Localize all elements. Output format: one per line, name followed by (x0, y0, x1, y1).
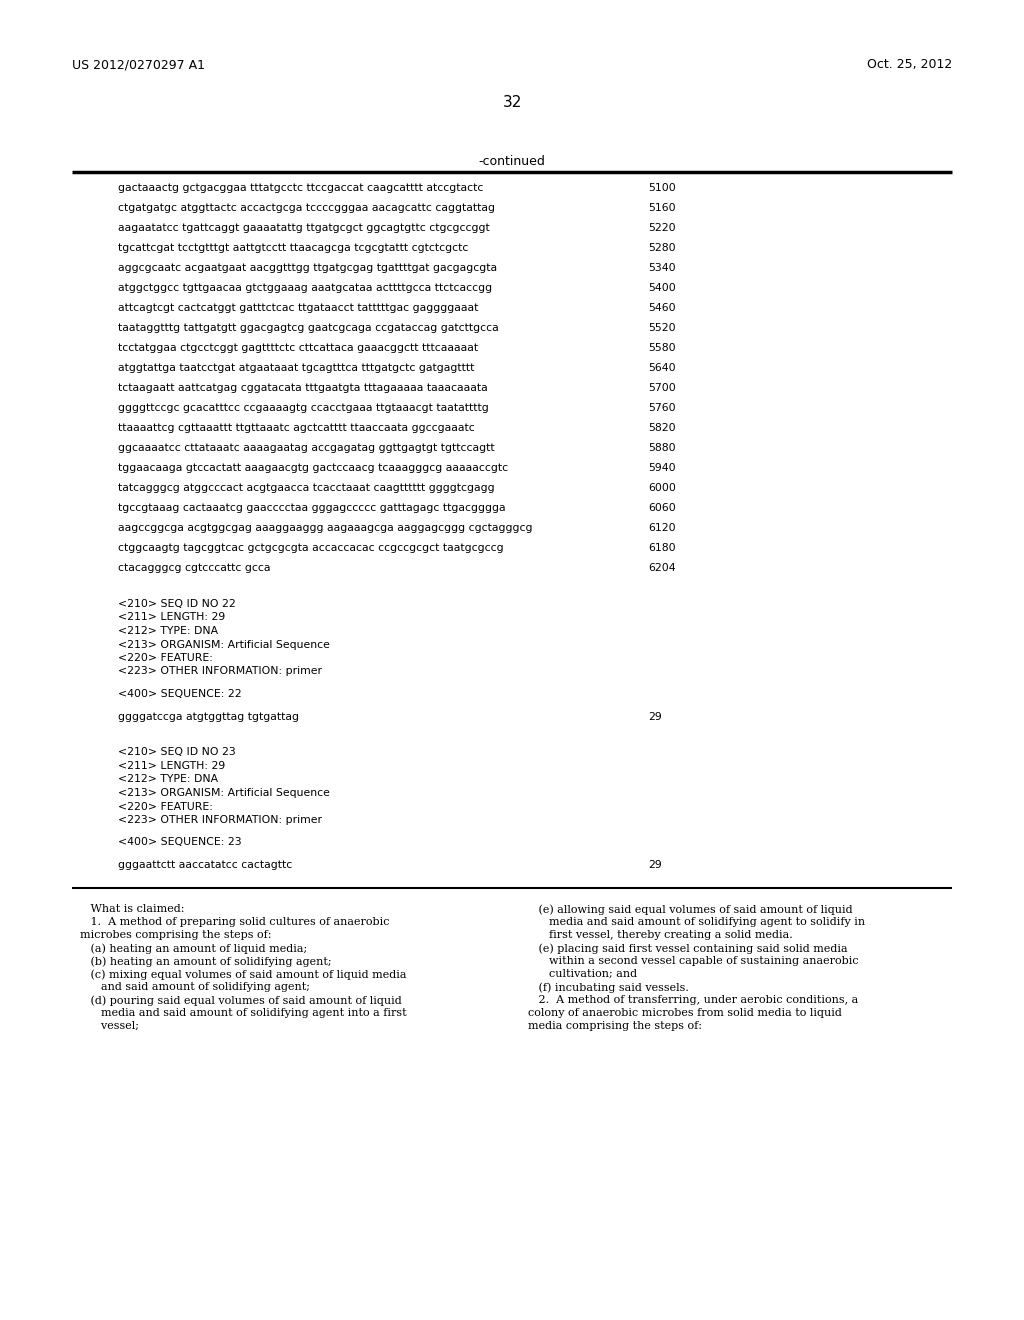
Text: ggggatccga atgtggttag tgtgattag: ggggatccga atgtggttag tgtgattag (118, 711, 299, 722)
Text: <223> OTHER INFORMATION: primer: <223> OTHER INFORMATION: primer (118, 814, 322, 825)
Text: 1.  A method of preparing solid cultures of anaerobic: 1. A method of preparing solid cultures … (80, 917, 389, 927)
Text: What is claimed:: What is claimed: (80, 904, 184, 913)
Text: 5640: 5640 (648, 363, 676, 374)
Text: cultivation; and: cultivation; and (528, 969, 637, 979)
Text: ggggttccgc gcacatttcc ccgaaaagtg ccacctgaaa ttgtaaacgt taatattttg: ggggttccgc gcacatttcc ccgaaaagtg ccacctg… (118, 403, 488, 413)
Text: 29: 29 (648, 861, 662, 870)
Text: 5280: 5280 (648, 243, 676, 253)
Text: aggcgcaatc acgaatgaat aacggtttgg ttgatgcgag tgattttgat gacgagcgta: aggcgcaatc acgaatgaat aacggtttgg ttgatgc… (118, 263, 497, 273)
Text: 5580: 5580 (648, 343, 676, 352)
Text: 5160: 5160 (648, 203, 676, 213)
Text: attcagtcgt cactcatggt gatttctcac ttgataacct tatttttgac gaggggaaat: attcagtcgt cactcatggt gatttctcac ttgataa… (118, 304, 478, 313)
Text: 5820: 5820 (648, 422, 676, 433)
Text: <211> LENGTH: 29: <211> LENGTH: 29 (118, 762, 225, 771)
Text: atggctggcc tgttgaacaa gtctggaaag aaatgcataa acttttgcca ttctcaccgg: atggctggcc tgttgaacaa gtctggaaag aaatgca… (118, 282, 493, 293)
Text: aagccggcga acgtggcgag aaaggaaggg aagaaagcga aaggagcggg cgctagggcg: aagccggcga acgtggcgag aaaggaaggg aagaaag… (118, 523, 532, 533)
Text: media comprising the steps of:: media comprising the steps of: (528, 1020, 702, 1031)
Text: tgccgtaaag cactaaatcg gaacccctaa gggagccccc gatttagagc ttgacgggga: tgccgtaaag cactaaatcg gaacccctaa gggagcc… (118, 503, 506, 513)
Text: 5760: 5760 (648, 403, 676, 413)
Text: (a) heating an amount of liquid media;: (a) heating an amount of liquid media; (80, 942, 307, 953)
Text: ctgatgatgc atggttactc accactgcga tccccgggaa aacagcattc caggtattag: ctgatgatgc atggttactc accactgcga tccccgg… (118, 203, 495, 213)
Text: colony of anaerobic microbes from solid media to liquid: colony of anaerobic microbes from solid … (528, 1008, 842, 1018)
Text: media and said amount of solidifying agent to solidify in: media and said amount of solidifying age… (528, 917, 865, 927)
Text: (e) placing said first vessel containing said solid media: (e) placing said first vessel containing… (528, 942, 848, 953)
Text: US 2012/0270297 A1: US 2012/0270297 A1 (72, 58, 205, 71)
Text: media and said amount of solidifying agent into a first: media and said amount of solidifying age… (80, 1008, 407, 1018)
Text: 5100: 5100 (648, 183, 676, 193)
Text: 6180: 6180 (648, 543, 676, 553)
Text: 6000: 6000 (648, 483, 676, 492)
Text: 2.  A method of transferring, under aerobic conditions, a: 2. A method of transferring, under aerob… (528, 995, 858, 1005)
Text: 5700: 5700 (648, 383, 676, 393)
Text: <210> SEQ ID NO 22: <210> SEQ ID NO 22 (118, 599, 236, 609)
Text: <211> LENGTH: 29: <211> LENGTH: 29 (118, 612, 225, 623)
Text: ggcaaaatcc cttataaatc aaaagaatag accgagatag ggttgagtgt tgttccagtt: ggcaaaatcc cttataaatc aaaagaatag accgaga… (118, 444, 495, 453)
Text: and said amount of solidifying agent;: and said amount of solidifying agent; (80, 982, 310, 993)
Text: 6060: 6060 (648, 503, 676, 513)
Text: 32: 32 (503, 95, 521, 110)
Text: <220> FEATURE:: <220> FEATURE: (118, 801, 213, 812)
Text: -continued: -continued (478, 154, 546, 168)
Text: ttaaaattcg cgttaaattt ttgttaaatc agctcatttt ttaaccaata ggccgaaatc: ttaaaattcg cgttaaattt ttgttaaatc agctcat… (118, 422, 475, 433)
Text: taataggtttg tattgatgtt ggacgagtcg gaatcgcaga ccgataccag gatcttgcca: taataggtttg tattgatgtt ggacgagtcg gaatcg… (118, 323, 499, 333)
Text: atggtattga taatcctgat atgaataaat tgcagtttca tttgatgctc gatgagtttt: atggtattga taatcctgat atgaataaat tgcagtt… (118, 363, 474, 374)
Text: Oct. 25, 2012: Oct. 25, 2012 (866, 58, 952, 71)
Text: 5400: 5400 (648, 282, 676, 293)
Text: <212> TYPE: DNA: <212> TYPE: DNA (118, 626, 218, 636)
Text: aagaatatcc tgattcaggt gaaaatattg ttgatgcgct ggcagtgttc ctgcgccggt: aagaatatcc tgattcaggt gaaaatattg ttgatgc… (118, 223, 489, 234)
Text: <213> ORGANISM: Artificial Sequence: <213> ORGANISM: Artificial Sequence (118, 788, 330, 799)
Text: <223> OTHER INFORMATION: primer: <223> OTHER INFORMATION: primer (118, 667, 322, 676)
Text: tcctatggaa ctgcctcggt gagttttctc cttcattaca gaaacggctt tttcaaaaat: tcctatggaa ctgcctcggt gagttttctc cttcatt… (118, 343, 478, 352)
Text: gactaaactg gctgacggaa tttatgcctc ttccgaccat caagcatttt atccgtactc: gactaaactg gctgacggaa tttatgcctc ttccgac… (118, 183, 483, 193)
Text: 29: 29 (648, 711, 662, 722)
Text: (c) mixing equal volumes of said amount of liquid media: (c) mixing equal volumes of said amount … (80, 969, 407, 979)
Text: 5880: 5880 (648, 444, 676, 453)
Text: (f) incubating said vessels.: (f) incubating said vessels. (528, 982, 689, 993)
Text: vessel;: vessel; (80, 1020, 139, 1031)
Text: ctacagggcg cgtcccattc gcca: ctacagggcg cgtcccattc gcca (118, 564, 270, 573)
Text: 5460: 5460 (648, 304, 676, 313)
Text: (b) heating an amount of solidifying agent;: (b) heating an amount of solidifying age… (80, 956, 332, 966)
Text: first vessel, thereby creating a solid media.: first vessel, thereby creating a solid m… (528, 931, 793, 940)
Text: <210> SEQ ID NO 23: <210> SEQ ID NO 23 (118, 747, 236, 758)
Text: tatcagggcg atggcccact acgtgaacca tcacctaaat caagtttttt ggggtcgagg: tatcagggcg atggcccact acgtgaacca tcaccta… (118, 483, 495, 492)
Text: (e) allowing said equal volumes of said amount of liquid: (e) allowing said equal volumes of said … (528, 904, 853, 915)
Text: 5940: 5940 (648, 463, 676, 473)
Text: microbes comprising the steps of:: microbes comprising the steps of: (80, 931, 271, 940)
Text: tggaacaaga gtccactatt aaagaacgtg gactccaacg tcaaagggcg aaaaaccgtc: tggaacaaga gtccactatt aaagaacgtg gactcca… (118, 463, 508, 473)
Text: 5520: 5520 (648, 323, 676, 333)
Text: gggaattctt aaccatatcc cactagttc: gggaattctt aaccatatcc cactagttc (118, 861, 292, 870)
Text: 5340: 5340 (648, 263, 676, 273)
Text: ctggcaagtg tagcggtcac gctgcgcgta accaccacac ccgccgcgct taatgcgccg: ctggcaagtg tagcggtcac gctgcgcgta accacca… (118, 543, 504, 553)
Text: within a second vessel capable of sustaining anaerobic: within a second vessel capable of sustai… (528, 956, 859, 966)
Text: tctaagaatt aattcatgag cggatacata tttgaatgta tttagaaaaa taaacaaata: tctaagaatt aattcatgag cggatacata tttgaat… (118, 383, 487, 393)
Text: <400> SEQUENCE: 23: <400> SEQUENCE: 23 (118, 837, 242, 847)
Text: tgcattcgat tcctgtttgt aattgtcctt ttaacagcga tcgcgtattt cgtctcgctc: tgcattcgat tcctgtttgt aattgtcctt ttaacag… (118, 243, 468, 253)
Text: 6120: 6120 (648, 523, 676, 533)
Text: 6204: 6204 (648, 564, 676, 573)
Text: <213> ORGANISM: Artificial Sequence: <213> ORGANISM: Artificial Sequence (118, 639, 330, 649)
Text: 5220: 5220 (648, 223, 676, 234)
Text: <212> TYPE: DNA: <212> TYPE: DNA (118, 775, 218, 784)
Text: (d) pouring said equal volumes of said amount of liquid: (d) pouring said equal volumes of said a… (80, 995, 401, 1006)
Text: <400> SEQUENCE: 22: <400> SEQUENCE: 22 (118, 689, 242, 700)
Text: <220> FEATURE:: <220> FEATURE: (118, 653, 213, 663)
